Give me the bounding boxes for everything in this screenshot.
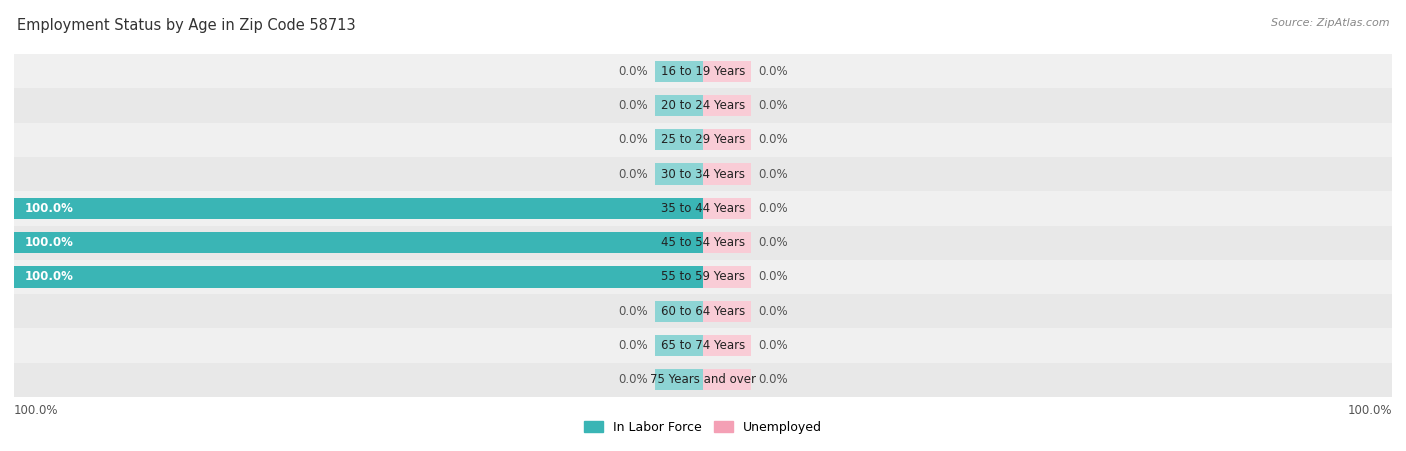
Text: 25 to 29 Years: 25 to 29 Years (661, 133, 745, 146)
Bar (655, 129, 703, 151)
Text: 0.0%: 0.0% (758, 99, 787, 112)
Text: 20 to 24 Years: 20 to 24 Years (661, 99, 745, 112)
Bar (14, 123, 1392, 157)
Bar (655, 369, 703, 391)
Text: 0.0%: 0.0% (758, 133, 787, 146)
Bar (703, 266, 751, 288)
Bar (703, 60, 751, 82)
Bar (703, 300, 751, 322)
Bar (655, 60, 703, 82)
Bar (14, 54, 1392, 88)
Text: 55 to 59 Years: 55 to 59 Years (661, 271, 745, 283)
Text: Source: ZipAtlas.com: Source: ZipAtlas.com (1271, 18, 1389, 28)
Bar (14, 328, 1392, 363)
Text: 0.0%: 0.0% (758, 271, 787, 283)
Text: 0.0%: 0.0% (758, 339, 787, 352)
Text: 35 to 44 Years: 35 to 44 Years (661, 202, 745, 215)
Bar (703, 95, 751, 116)
Text: 0.0%: 0.0% (619, 373, 648, 386)
Bar (655, 335, 703, 356)
Bar (14, 191, 1392, 226)
Bar (655, 300, 703, 322)
Text: 100.0%: 100.0% (14, 405, 59, 418)
Bar (703, 335, 751, 356)
Text: 65 to 74 Years: 65 to 74 Years (661, 339, 745, 352)
Text: 0.0%: 0.0% (619, 168, 648, 180)
Text: 45 to 54 Years: 45 to 54 Years (661, 236, 745, 249)
Bar (703, 163, 751, 185)
Legend: In Labor Force, Unemployed: In Labor Force, Unemployed (579, 416, 827, 439)
Bar (703, 129, 751, 151)
Text: 0.0%: 0.0% (758, 236, 787, 249)
Bar (14, 88, 1392, 123)
Bar (655, 95, 703, 116)
Bar (703, 198, 751, 219)
Bar (655, 163, 703, 185)
Bar (14, 260, 1392, 294)
Bar (14, 363, 1392, 397)
Bar (14, 232, 703, 253)
Bar (703, 369, 751, 391)
Text: 0.0%: 0.0% (619, 133, 648, 146)
Text: 16 to 19 Years: 16 to 19 Years (661, 65, 745, 78)
Text: 0.0%: 0.0% (758, 305, 787, 318)
Text: 0.0%: 0.0% (619, 339, 648, 352)
Bar (14, 266, 703, 288)
Bar (14, 198, 703, 219)
Text: 100.0%: 100.0% (24, 236, 73, 249)
Text: Employment Status by Age in Zip Code 58713: Employment Status by Age in Zip Code 587… (17, 18, 356, 33)
Text: 0.0%: 0.0% (758, 168, 787, 180)
Text: 60 to 64 Years: 60 to 64 Years (661, 305, 745, 318)
Text: 30 to 34 Years: 30 to 34 Years (661, 168, 745, 180)
Text: 0.0%: 0.0% (758, 202, 787, 215)
Text: 100.0%: 100.0% (24, 271, 73, 283)
Bar (703, 232, 751, 253)
Text: 0.0%: 0.0% (758, 65, 787, 78)
Text: 0.0%: 0.0% (619, 305, 648, 318)
Bar (14, 294, 1392, 328)
Text: 0.0%: 0.0% (758, 373, 787, 386)
Bar (14, 157, 1392, 191)
Text: 100.0%: 100.0% (24, 202, 73, 215)
Text: 75 Years and over: 75 Years and over (650, 373, 756, 386)
Bar (14, 226, 1392, 260)
Text: 0.0%: 0.0% (619, 65, 648, 78)
Text: 0.0%: 0.0% (619, 99, 648, 112)
Text: 100.0%: 100.0% (1347, 405, 1392, 418)
